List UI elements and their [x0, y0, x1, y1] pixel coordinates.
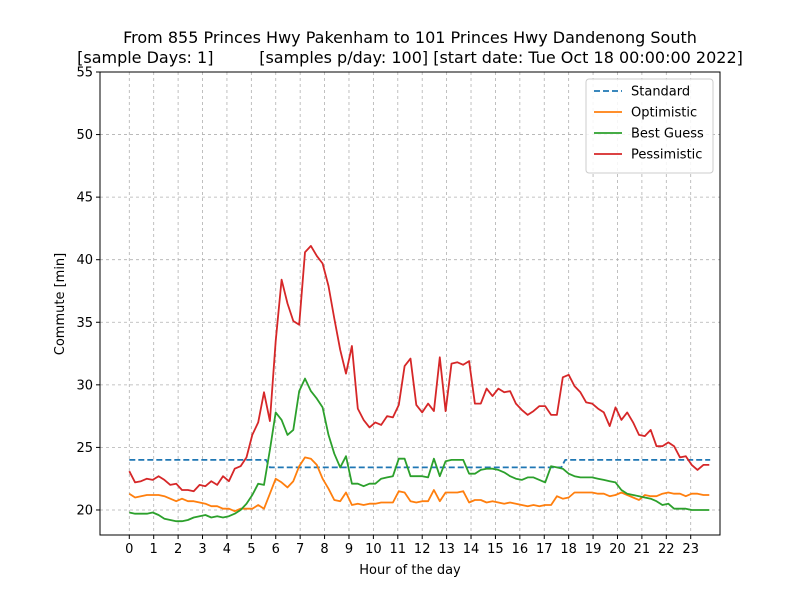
legend-box — [585, 78, 714, 174]
y-tick-label: 55 — [76, 66, 93, 81]
x-tick-label: 4 — [223, 542, 231, 557]
series-line-pessimistic — [128, 244, 710, 493]
x-tick-label: 18 — [560, 542, 577, 557]
y-tick-label: 45 — [76, 191, 93, 206]
series-line-optimistic — [128, 456, 710, 513]
legend-label: Best Guess — [631, 127, 704, 142]
y-tick-label: 20 — [76, 503, 93, 518]
x-tick-label: 10 — [365, 542, 382, 557]
x-tick-label: 20 — [609, 542, 626, 557]
x-tick-label: 21 — [634, 542, 651, 557]
x-tick-label: 8 — [320, 542, 328, 557]
x-tick-label: 9 — [345, 542, 353, 557]
x-tick-label: 17 — [536, 542, 553, 557]
legend: Standard Optimistic Best Guess Pessimistic — [585, 78, 714, 174]
chart-title-line2: [sample Days: 1] [samples p/day: 100] [s… — [77, 48, 743, 67]
x-tick-label: 3 — [198, 542, 206, 557]
x-tick-label: 22 — [658, 542, 675, 557]
x-tick-label: 5 — [247, 542, 255, 557]
y-axis-label: Commute [min] — [53, 253, 68, 355]
x-tick-label: 16 — [512, 542, 529, 557]
x-tick-label: 13 — [438, 542, 455, 557]
legend-label: Optimistic — [631, 106, 697, 121]
x-tick-label: 2 — [174, 542, 182, 557]
y-tick-label: 35 — [76, 316, 93, 331]
x-tick-label: 6 — [272, 542, 280, 557]
x-tick-label: 19 — [585, 542, 602, 557]
x-tick-label: 1 — [150, 542, 158, 557]
legend-label: Standard — [631, 85, 690, 100]
series-line-best-guess — [129, 377, 710, 523]
legend-label: Pessimistic — [631, 148, 702, 163]
x-tick-label: 11 — [390, 542, 407, 557]
x-tick-label: 15 — [487, 542, 504, 557]
y-tick-label: 30 — [76, 378, 93, 393]
x-tick-label: 7 — [296, 542, 304, 557]
y-tick-label: 40 — [76, 253, 93, 268]
x-tick-label: 14 — [463, 542, 480, 557]
ticks: 0 1 2 3 4 5 6 7 8 9 10 11 12 13 14 15 16 17 18 19 20 21 22 2320… — [76, 66, 699, 558]
y-tick-label: 25 — [76, 441, 93, 456]
y-tick-label: 50 — [76, 128, 93, 143]
chart-title-line1: From 855 Princes Hwy Pakenham to 101 Pri… — [123, 28, 697, 47]
series-lines — [128, 244, 711, 523]
x-axis-label: Hour of the day — [359, 563, 461, 578]
grid — [100, 71, 720, 535]
axes-frame — [99, 71, 721, 536]
x-tick-label: 0 — [125, 542, 133, 557]
x-tick-label: 23 — [682, 542, 699, 557]
series-line-standard — [129, 458, 711, 469]
x-tick-label: 12 — [414, 542, 431, 557]
